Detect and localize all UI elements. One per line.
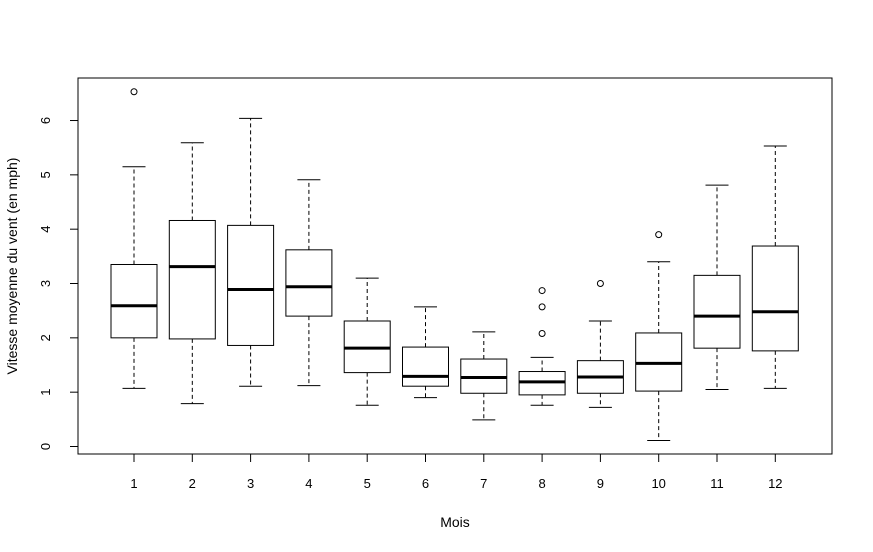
box-11	[693, 184, 741, 390]
x-tick-label: 8	[538, 476, 545, 491]
y-tick-label: 1	[38, 389, 53, 396]
x-tick-label: 9	[597, 476, 604, 491]
x-tick-label: 11	[710, 476, 724, 491]
box-6	[402, 306, 449, 399]
y-tick-label: 0	[38, 443, 53, 450]
iqr-box	[693, 274, 741, 349]
outlier-point	[538, 329, 546, 337]
box-10	[635, 231, 683, 442]
iqr-box	[227, 224, 275, 346]
x-tick-label: 3	[247, 476, 254, 491]
box-2	[168, 142, 216, 405]
x-tick-label: 5	[364, 476, 371, 491]
y-tick-label: 4	[38, 226, 53, 233]
y-tick-label: 3	[38, 280, 53, 287]
outlier-point	[538, 287, 546, 295]
outlier-point	[538, 303, 546, 311]
outlier-point	[655, 231, 663, 239]
iqr-box	[751, 245, 799, 352]
x-tick-label: 7	[480, 476, 487, 491]
iqr-box	[402, 346, 449, 387]
y-tick-label: 2	[38, 334, 53, 341]
x-tick-label: 4	[305, 476, 312, 491]
x-tick-label: 6	[422, 476, 429, 491]
y-tick-label: 5	[38, 171, 53, 178]
box-12	[751, 145, 799, 389]
box-8	[518, 287, 566, 406]
box-3	[227, 117, 275, 387]
x-axis-label: Mois	[440, 514, 470, 530]
y-axis: 0 1 2 3 4 5 6	[38, 117, 79, 450]
x-tick-label: 12	[768, 476, 782, 491]
boxes-layer	[110, 88, 799, 442]
iqr-box	[168, 219, 216, 340]
x-axis: 1 2 3 4 5 6 7 8 9 10 11 12	[130, 453, 783, 491]
box-5	[343, 277, 391, 406]
y-axis-label: Vitesse moyenne du vent (en mph)	[4, 158, 20, 375]
iqr-box	[110, 263, 158, 339]
box-4	[285, 179, 333, 387]
box-7	[460, 331, 508, 421]
x-tick-label: 1	[130, 476, 137, 491]
x-tick-label: 2	[189, 476, 196, 491]
box-1	[110, 88, 158, 389]
box-9	[576, 280, 624, 408]
outlier-point	[596, 280, 604, 288]
outlier-point	[130, 88, 138, 96]
y-tick-label: 6	[38, 117, 53, 124]
x-tick-label: 10	[651, 476, 665, 491]
iqr-box	[285, 249, 333, 317]
